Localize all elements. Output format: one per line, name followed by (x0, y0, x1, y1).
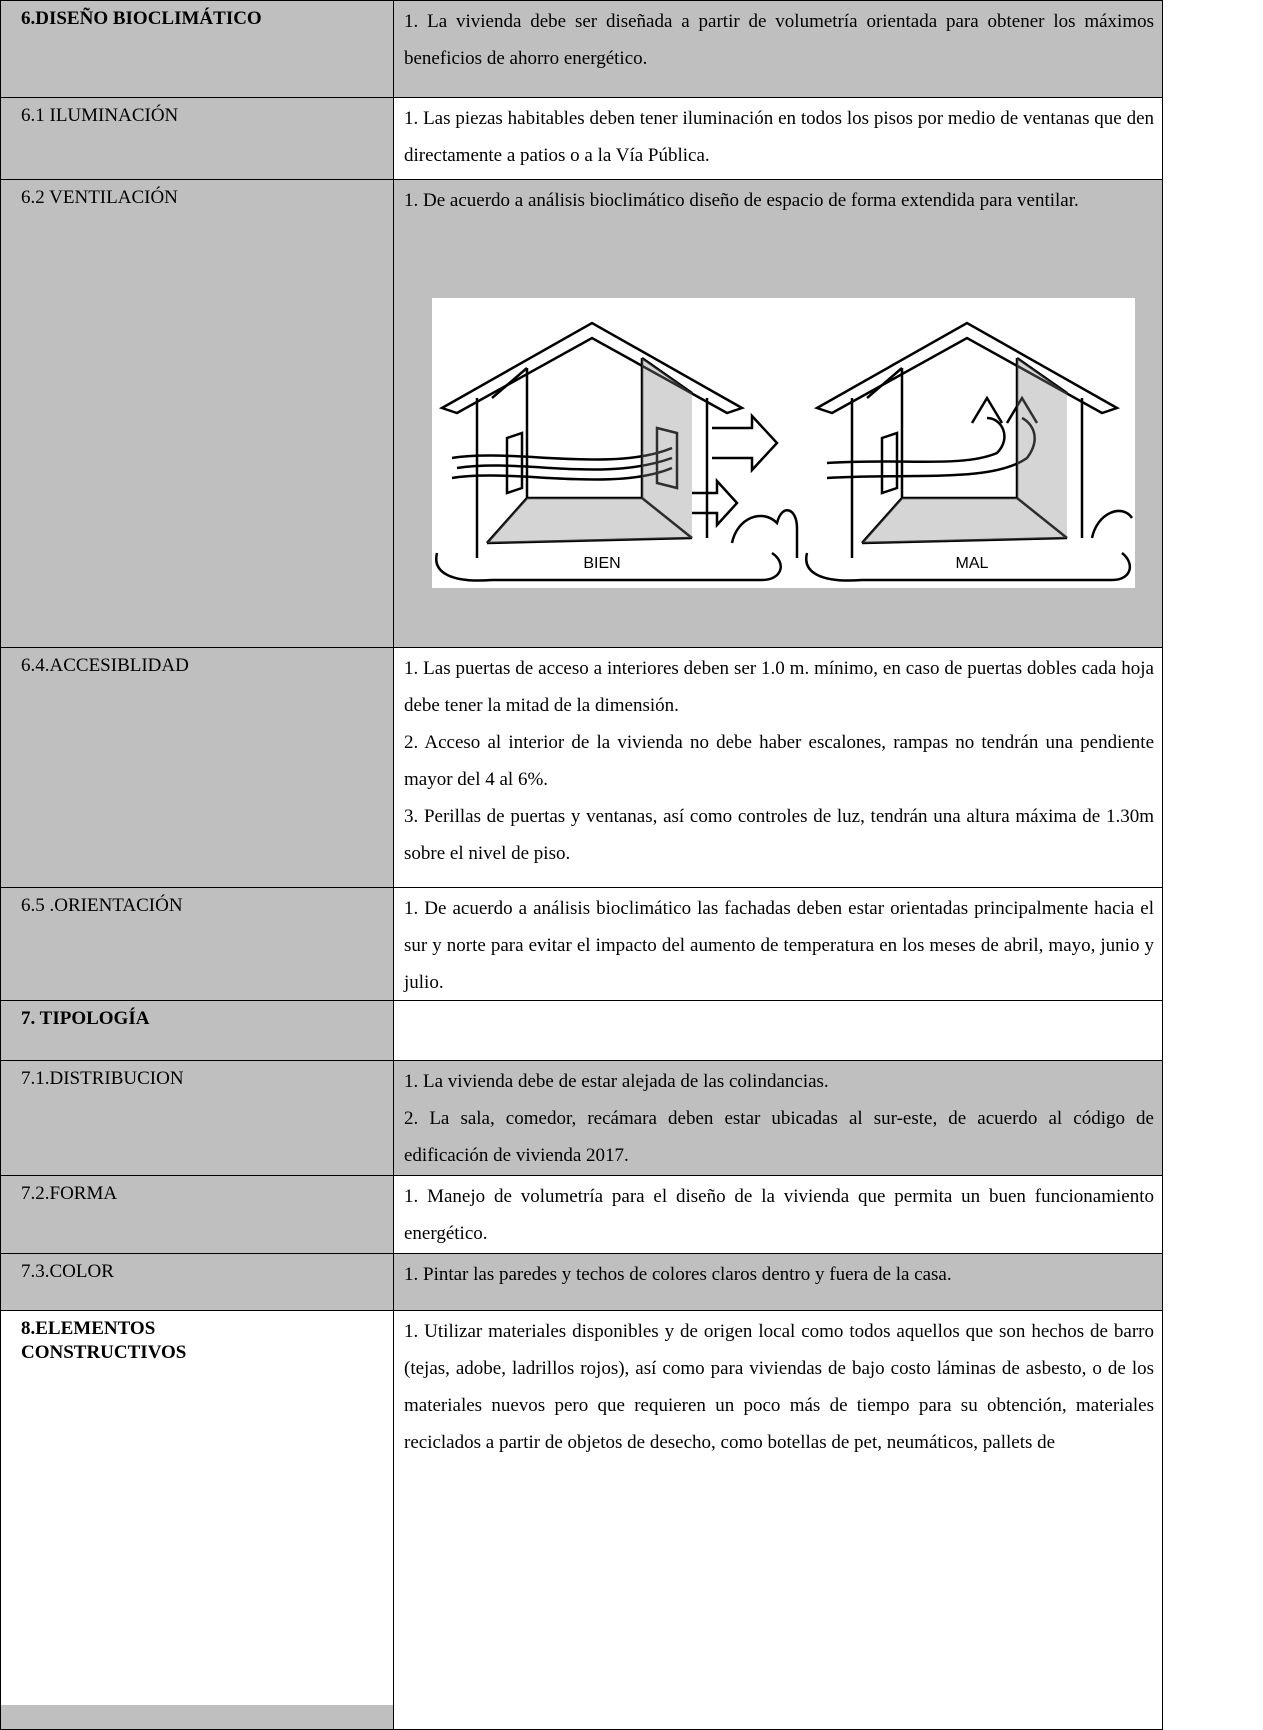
table-row: 6.1 ILUMINACIÓN 1. Las piezas habitables… (0, 97, 1163, 180)
row-text: 1. Las piezas habitables deben tener ilu… (393, 97, 1163, 180)
paragraph: 2. La sala, comedor, recámara deben esta… (404, 1108, 1154, 1166)
row-text: 1. De acuerdo a análisis bioclimático di… (393, 179, 1163, 648)
row-label: 6.4.ACCESIBLIDAD (0, 647, 394, 888)
row-label: 7.2.FORMA (0, 1175, 394, 1254)
paragraph: 1. Las piezas habitables deben tener ilu… (404, 108, 1154, 166)
row-text: 1. Manejo de volumetría para el diseño d… (393, 1175, 1163, 1254)
table-row: 8.ELEMENTOS CONSTRUCTIVOS 1. Utilizar ma… (0, 1310, 1163, 1730)
table-row: 7.3.COLOR 1. Pintar las paredes y techos… (0, 1253, 1163, 1311)
table-row: 7.2.FORMA 1. Manejo de volumetría para e… (0, 1175, 1163, 1254)
row-text: 1. La vivienda debe de estar alejada de … (393, 1060, 1163, 1176)
row-label: 6.1 ILUMINACIÓN (0, 97, 394, 180)
row-label: 7.3.COLOR (0, 1253, 394, 1311)
paragraph: 1. De acuerdo a análisis bioclimático di… (404, 190, 1079, 211)
row-text (393, 1000, 1163, 1061)
paragraph: 1. La vivienda debe de estar alejada de … (404, 1071, 829, 1092)
table-row: 7.1.DISTRIBUCION 1. La vivienda debe de … (0, 1060, 1163, 1176)
figure-label: MAL (956, 555, 989, 572)
row-text: 1. Las puertas de acceso a interiores de… (393, 647, 1163, 888)
table-row: 6.4.ACCESIBLIDAD 1. Las puertas de acces… (0, 647, 1163, 888)
ventilation-figure: BIEN MAL (432, 298, 1135, 588)
row-text: 1. Pintar las paredes y techos de colore… (393, 1253, 1163, 1311)
paragraph: 1. Manejo de volumetría para el diseño d… (404, 1186, 1154, 1244)
table-row: 6.DISEÑO BIOCLIMÁTICO 1. La vivienda deb… (0, 0, 1163, 98)
row-text: 1. La vivienda debe ser diseñada a parti… (393, 0, 1163, 98)
paragraph: 1. De acuerdo a análisis bioclimático la… (404, 898, 1154, 993)
row-label: 6.2 VENTILACIÓN (0, 179, 394, 648)
paragraph: 1. La vivienda debe ser diseñada a parti… (404, 11, 1154, 69)
row-label: 6.DISEÑO BIOCLIMÁTICO (0, 0, 394, 98)
paragraph: 3. Perillas de puertas y ventanas, así c… (404, 806, 1154, 864)
table-row: 6.2 VENTILACIÓN 1. De acuerdo a análisis… (0, 179, 1163, 648)
paragraph: 2. Acceso al interior de la vivienda no … (404, 732, 1154, 790)
row-label: 7. TIPOLOGÍA (0, 1000, 394, 1061)
paragraph: 1. Las puertas de acceso a interiores de… (404, 658, 1154, 716)
row-label: 6.5 .ORIENTACIÓN (0, 887, 394, 1001)
paragraph: 1. Utilizar materiales disponibles y de … (404, 1321, 1154, 1453)
table-row: 7. TIPOLOGÍA (0, 1000, 1163, 1061)
paragraph: 1. Pintar las paredes y techos de colore… (404, 1264, 952, 1285)
figure-label: BIEN (583, 555, 620, 572)
row-text: 1. Utilizar materiales disponibles y de … (393, 1310, 1163, 1730)
table-row: 6.5 .ORIENTACIÓN 1. De acuerdo a análisi… (0, 887, 1163, 1001)
row-text: 1. De acuerdo a análisis bioclimático la… (393, 887, 1163, 1001)
row-label: 8.ELEMENTOS CONSTRUCTIVOS (0, 1310, 300, 1730)
row-label: 7.1.DISTRIBUCION (0, 1060, 394, 1176)
